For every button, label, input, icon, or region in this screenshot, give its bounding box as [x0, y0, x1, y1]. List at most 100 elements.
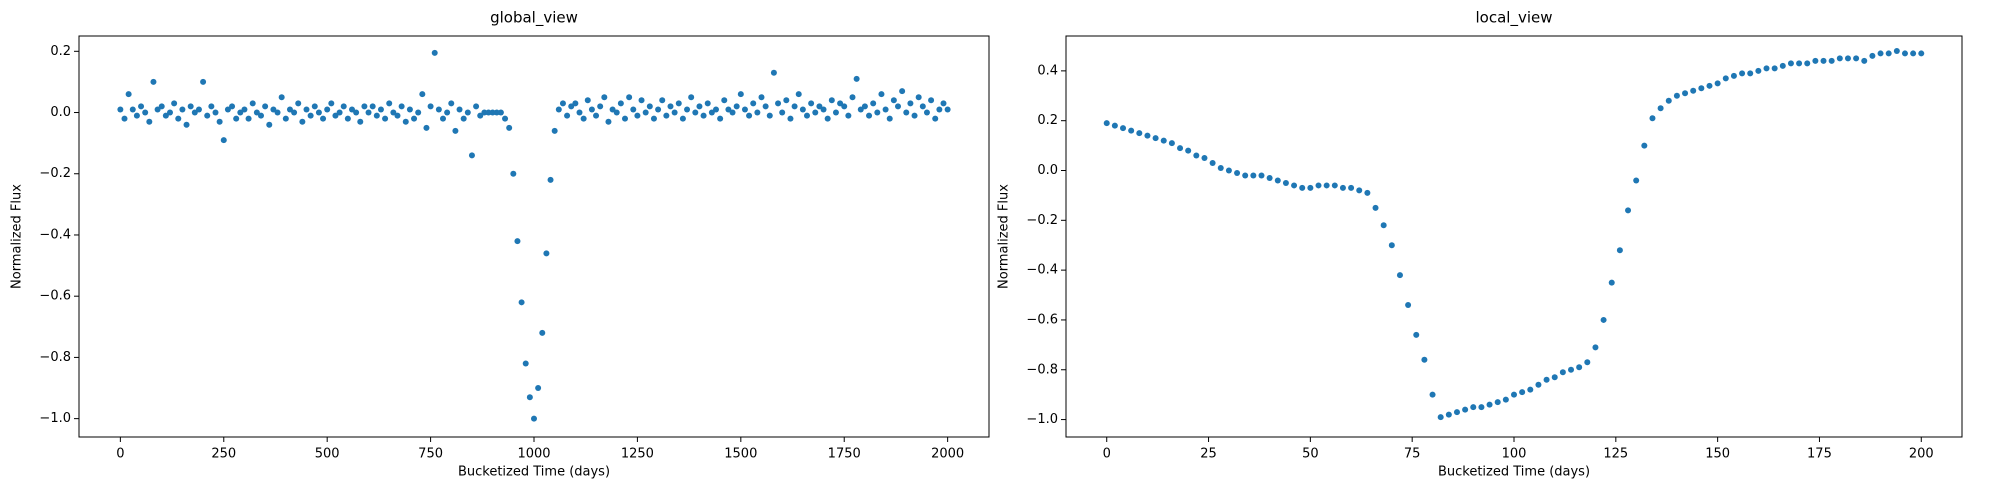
data-point: [295, 100, 302, 107]
data-point: [923, 109, 930, 116]
data-point: [609, 106, 616, 113]
data-point: [307, 112, 314, 119]
data-point: [708, 109, 715, 116]
data-point: [940, 100, 947, 107]
data-point: [175, 115, 182, 122]
data-point: [1844, 55, 1851, 62]
data-point: [1258, 172, 1265, 179]
x-tick-label: 125: [1603, 447, 1628, 462]
data-point: [642, 109, 649, 116]
data-point: [551, 127, 558, 134]
data-point: [1698, 85, 1705, 92]
data-point: [158, 103, 165, 110]
data-point: [357, 118, 364, 125]
data-point: [1405, 301, 1412, 308]
data-point: [601, 94, 608, 101]
data-point: [857, 106, 864, 113]
data-point: [427, 103, 434, 110]
data-point: [1168, 140, 1175, 147]
data-point: [1291, 182, 1298, 189]
y-axis-label: Normalized Flux: [997, 184, 1012, 289]
data-point: [456, 106, 463, 113]
data-point: [452, 127, 459, 134]
data-point: [1339, 184, 1346, 191]
data-point: [1763, 65, 1770, 72]
data-point: [245, 115, 252, 122]
data-point: [795, 91, 802, 98]
data-point: [1771, 65, 1778, 72]
data-point: [1616, 247, 1623, 254]
data-point: [473, 103, 480, 110]
data-point: [1152, 135, 1159, 142]
data-point: [411, 115, 418, 122]
data-point: [324, 106, 331, 113]
y-tick-label: −0.2: [39, 166, 71, 181]
x-tick-label: 1500: [724, 447, 757, 462]
data-point: [762, 103, 769, 110]
y-tick-label: 0.2: [1037, 113, 1058, 128]
data-point: [349, 106, 355, 113]
x-tick-label: 500: [315, 447, 340, 462]
data-point: [704, 100, 711, 107]
data-point: [1413, 331, 1420, 338]
data-point: [1462, 406, 1469, 413]
data-point: [233, 115, 240, 122]
data-point: [1836, 55, 1843, 62]
data-point: [171, 100, 178, 107]
data-point: [1502, 396, 1509, 403]
chart-title: global_view: [490, 9, 578, 28]
x-axis-label: Bucketized Time (days): [1438, 465, 1590, 480]
data-point: [1128, 127, 1135, 134]
data-point: [737, 91, 744, 98]
x-tick-label: 750: [418, 447, 443, 462]
data-point: [291, 109, 298, 116]
data-point: [162, 112, 169, 119]
data-point: [299, 118, 306, 125]
data-point: [435, 106, 442, 113]
data-point: [531, 415, 537, 422]
data-point: [303, 106, 310, 113]
data-point: [1307, 184, 1314, 191]
y-tick-label: 0.4: [1037, 63, 1058, 78]
data-point: [911, 112, 918, 119]
data-point: [282, 115, 289, 122]
data-point: [932, 115, 939, 122]
data-point: [229, 103, 236, 110]
data-point: [1348, 184, 1355, 191]
chart-panel: global_view Bucketized Time (days) Normali…: [10, 9, 990, 480]
data-point: [1869, 52, 1876, 59]
data-point: [837, 100, 844, 107]
y-tick-label: −0.4: [39, 227, 71, 242]
data-point: [270, 106, 277, 113]
data-point: [493, 109, 500, 116]
data-point: [1519, 389, 1526, 396]
data-point: [266, 121, 273, 128]
data-point: [117, 106, 124, 113]
data-point: [559, 100, 566, 107]
y-tick-label: −0.6: [1026, 312, 1058, 327]
y-tick-label: −1.0: [39, 411, 71, 426]
data-point: [617, 100, 624, 107]
data-point: [1820, 57, 1827, 64]
data-point: [882, 106, 889, 113]
data-point: [1486, 401, 1493, 408]
data-point: [824, 115, 831, 122]
data-point: [1714, 80, 1721, 87]
y-tick-label: −1.0: [1026, 412, 1058, 427]
data-point: [518, 299, 525, 306]
y-tick-label: −0.2: [1026, 213, 1058, 228]
data-point: [895, 103, 901, 110]
data-point: [741, 106, 748, 113]
y-tick-label: 0.0: [1037, 163, 1058, 178]
data-point: [1584, 359, 1591, 366]
data-point: [572, 100, 579, 107]
data-point: [489, 109, 496, 116]
data-point: [915, 94, 922, 101]
data-point: [733, 103, 740, 110]
data-point: [820, 106, 827, 113]
data-point: [365, 109, 372, 116]
data-point: [717, 115, 724, 122]
data-point: [634, 112, 641, 119]
axes-frame: [78, 35, 990, 438]
